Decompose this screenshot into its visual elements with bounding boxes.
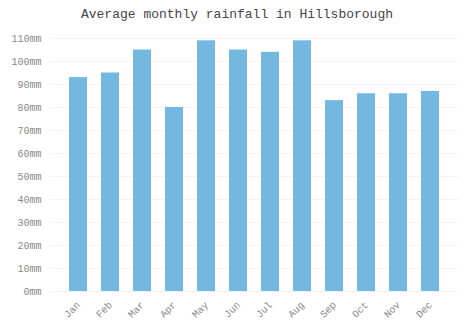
svg-text:40mm: 40mm bbox=[17, 195, 41, 206]
svg-text:0mm: 0mm bbox=[23, 287, 41, 298]
svg-text:110mm: 110mm bbox=[11, 34, 41, 45]
svg-text:Apr: Apr bbox=[158, 300, 179, 321]
svg-text:100mm: 100mm bbox=[11, 57, 41, 68]
svg-text:Oct: Oct bbox=[350, 300, 371, 321]
svg-text:60mm: 60mm bbox=[17, 149, 41, 160]
svg-text:Nov: Nov bbox=[382, 300, 403, 321]
svg-text:Sep: Sep bbox=[318, 300, 339, 321]
svg-text:May: May bbox=[190, 300, 211, 321]
svg-text:Jul: Jul bbox=[254, 300, 275, 321]
html-text:Average monthly rainfall in Hi: Average monthly rainfall in Hillsborough bbox=[81, 7, 393, 22]
svg-text:50mm: 50mm bbox=[17, 172, 41, 183]
svg-text:Aug: Aug bbox=[286, 300, 307, 321]
svg-text:Jan: Jan bbox=[62, 300, 83, 321]
svg-text:Feb: Feb bbox=[94, 300, 115, 321]
svg-text:20mm: 20mm bbox=[17, 241, 41, 252]
svg-text:30mm: 30mm bbox=[17, 218, 41, 229]
svg-text:10mm: 10mm bbox=[17, 264, 41, 275]
svg-text:70mm: 70mm bbox=[17, 126, 41, 137]
svg-text:90mm: 90mm bbox=[17, 80, 41, 91]
svg-text:Jun: Jun bbox=[222, 300, 243, 321]
svg-text:Dec: Dec bbox=[414, 300, 435, 321]
svg-text:80mm: 80mm bbox=[17, 103, 41, 114]
svg-text:Mar: Mar bbox=[126, 300, 147, 321]
